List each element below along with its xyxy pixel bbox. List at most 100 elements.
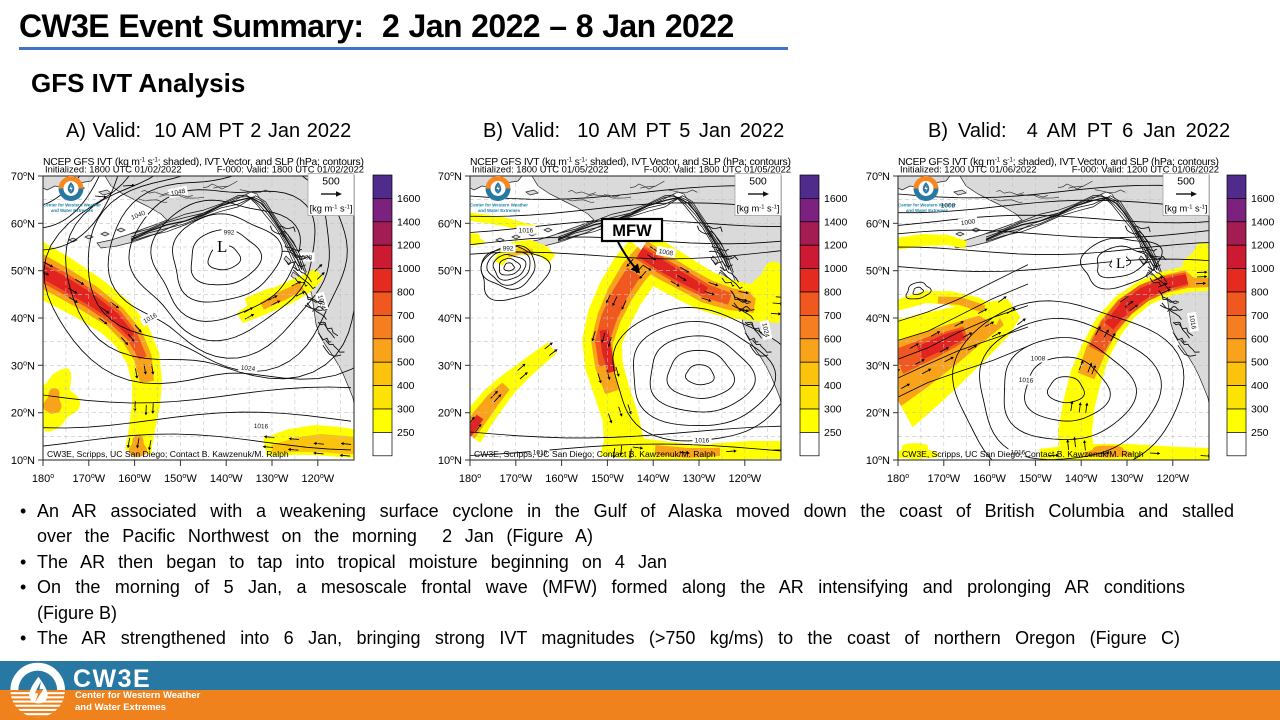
- svg-text:150oW: 150oW: [591, 473, 624, 485]
- svg-text:60oN: 60oN: [866, 218, 890, 230]
- svg-text:[kg m-1 s-1]: [kg m-1 s-1]: [737, 204, 780, 214]
- svg-text:160oW: 160oW: [973, 473, 1006, 485]
- svg-text:140oW: 140oW: [637, 473, 670, 485]
- svg-text:F-000: Valid: 1800 UTC 01/05/2: F-000: Valid: 1800 UTC 01/05/2022: [644, 164, 791, 175]
- svg-text:300: 300: [397, 404, 415, 416]
- svg-text:40oN: 40oN: [438, 313, 462, 325]
- svg-text:1008: 1008: [658, 248, 674, 257]
- svg-text:NCEP GFS IVT (kg m-1 s-1; shad: NCEP GFS IVT (kg m-1 s-1; shaded), IVT V…: [470, 157, 791, 168]
- svg-text:180o: 180o: [32, 473, 54, 485]
- svg-text:300: 300: [1251, 404, 1269, 416]
- svg-text:1400: 1400: [824, 216, 848, 228]
- svg-text:600: 600: [397, 333, 415, 345]
- svg-text:1016: 1016: [254, 423, 269, 431]
- svg-text:20oN: 20oN: [11, 408, 35, 420]
- svg-text:992: 992: [224, 229, 235, 236]
- svg-text:500: 500: [824, 357, 842, 369]
- svg-text:40oN: 40oN: [11, 313, 35, 325]
- svg-text:160oW: 160oW: [118, 473, 151, 485]
- svg-text:250: 250: [397, 427, 415, 439]
- svg-text:800: 800: [397, 287, 415, 299]
- svg-text:30oN: 30oN: [438, 360, 462, 372]
- svg-text:70oN: 70oN: [438, 171, 462, 183]
- svg-text:1016: 1016: [519, 227, 534, 234]
- svg-text:NCEP GFS IVT (kg m-1 s-1; shad: NCEP GFS IVT (kg m-1 s-1; shaded), IVT V…: [898, 157, 1219, 168]
- svg-text:60oN: 60oN: [11, 218, 35, 230]
- svg-text:Initialized: 1200 UTC 01/06/20: Initialized: 1200 UTC 01/06/2022: [900, 164, 1037, 175]
- svg-text:170oW: 170oW: [927, 473, 960, 485]
- svg-text:[kg m-1 s-1]: [kg m-1 s-1]: [1165, 204, 1208, 214]
- svg-text:CW3E, Scripps, UC San Diego; C: CW3E, Scripps, UC San Diego; Contact B. …: [902, 449, 1144, 459]
- svg-text:40oN: 40oN: [866, 313, 890, 325]
- svg-text:500: 500: [1177, 176, 1195, 188]
- svg-text:70oN: 70oN: [866, 171, 890, 183]
- svg-text:150oW: 150oW: [164, 473, 197, 485]
- svg-text:120oW: 120oW: [1156, 473, 1189, 485]
- svg-text:10oN: 10oN: [866, 455, 890, 467]
- svg-text:1024: 1024: [760, 322, 770, 338]
- svg-text:1000: 1000: [960, 218, 976, 227]
- svg-text:180o: 180o: [887, 473, 909, 485]
- svg-text:Center for Western Weather: Center for Western Weather: [470, 203, 528, 208]
- svg-text:1000: 1000: [1251, 263, 1275, 275]
- svg-text:1016: 1016: [1188, 314, 1197, 330]
- svg-text:MFW: MFW: [612, 222, 652, 240]
- svg-text:60oN: 60oN: [438, 218, 462, 230]
- svg-text:and Water Extremes: and Water Extremes: [906, 208, 949, 213]
- svg-text:L: L: [1116, 256, 1125, 272]
- svg-text:160oW: 160oW: [545, 473, 578, 485]
- svg-text:140oW: 140oW: [1065, 473, 1098, 485]
- svg-text:50oN: 50oN: [11, 266, 35, 278]
- svg-text:20oN: 20oN: [866, 408, 890, 420]
- svg-text:1008: 1008: [1031, 355, 1046, 362]
- svg-text:180o: 180o: [459, 473, 481, 485]
- svg-text:150oW: 150oW: [1019, 473, 1052, 485]
- svg-text:50oN: 50oN: [866, 266, 890, 278]
- svg-text:140oW: 140oW: [210, 473, 243, 485]
- svg-text:NCEP GFS IVT (kg m-1 s-1; shad: NCEP GFS IVT (kg m-1 s-1; shaded), IVT V…: [43, 157, 364, 168]
- svg-text:50oN: 50oN: [438, 266, 462, 278]
- svg-text:170oW: 170oW: [72, 473, 105, 485]
- svg-text:250: 250: [824, 427, 842, 439]
- svg-text:500: 500: [749, 176, 767, 188]
- svg-text:Center for Western Weather: Center for Western Weather: [43, 203, 101, 208]
- svg-text:400: 400: [397, 380, 415, 392]
- svg-text:and Water Extremes: and Water Extremes: [51, 208, 94, 213]
- svg-text:250: 250: [1251, 427, 1269, 439]
- svg-text:700: 700: [397, 310, 415, 322]
- svg-text:30oN: 30oN: [11, 360, 35, 372]
- svg-text:500: 500: [322, 176, 340, 188]
- svg-text:500: 500: [397, 357, 415, 369]
- svg-text:1000: 1000: [397, 263, 421, 275]
- svg-text:300: 300: [824, 404, 842, 416]
- svg-text:1200: 1200: [824, 240, 848, 252]
- svg-text:1600: 1600: [397, 193, 421, 205]
- svg-text:and Water Extremes: and Water Extremes: [478, 208, 521, 213]
- svg-text:1400: 1400: [397, 216, 421, 228]
- svg-text:1016: 1016: [1018, 377, 1033, 385]
- svg-text:1200: 1200: [1251, 240, 1275, 252]
- svg-text:120oW: 120oW: [301, 473, 334, 485]
- svg-text:CW3E, Scripps, UC San Diego; C: CW3E, Scripps, UC San Diego; Contact B. …: [474, 449, 716, 459]
- svg-text:30oN: 30oN: [866, 360, 890, 372]
- svg-text:600: 600: [1251, 333, 1269, 345]
- svg-text:20oN: 20oN: [438, 408, 462, 420]
- svg-text:130oW: 130oW: [256, 473, 289, 485]
- svg-text:[kg m-1 s-1]: [kg m-1 s-1]: [310, 204, 353, 214]
- svg-text:Initialized: 1800 UTC 01/05/20: Initialized: 1800 UTC 01/05/2022: [472, 164, 609, 175]
- svg-text:1400: 1400: [1251, 216, 1275, 228]
- svg-text:1600: 1600: [1251, 193, 1275, 205]
- svg-text:1600: 1600: [824, 193, 848, 205]
- svg-text:10oN: 10oN: [11, 455, 35, 467]
- svg-text:10oN: 10oN: [438, 455, 462, 467]
- svg-text:1024: 1024: [316, 294, 327, 310]
- svg-text:700: 700: [824, 310, 842, 322]
- svg-text:130oW: 130oW: [683, 473, 716, 485]
- svg-text:600: 600: [824, 333, 842, 345]
- svg-text:F-000: Valid: 1200 UTC 01/06/2: F-000: Valid: 1200 UTC 01/06/2022: [1072, 164, 1219, 175]
- svg-text:120oW: 120oW: [728, 473, 761, 485]
- svg-text:1008: 1008: [941, 202, 956, 209]
- svg-text:1016: 1016: [1011, 449, 1026, 456]
- svg-text:700: 700: [1251, 310, 1269, 322]
- svg-text:70oN: 70oN: [11, 171, 35, 183]
